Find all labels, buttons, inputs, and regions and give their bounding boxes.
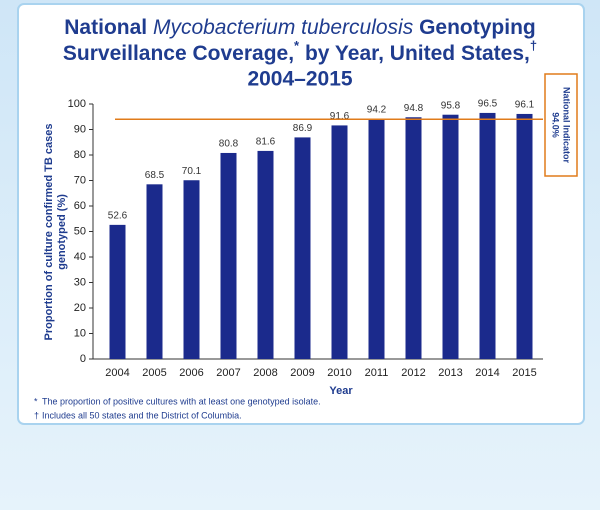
x-tick-label: 2011 <box>365 367 389 379</box>
y-axis-label-line: Proportion of culture confirmed TB cases <box>43 124 55 341</box>
y-tick-label: 100 <box>68 98 86 110</box>
y-axis-label: Proportion of culture confirmed TB cases… <box>43 124 68 341</box>
reference-box <box>544 73 578 177</box>
y-tick-label: 50 <box>74 225 86 237</box>
title-line: National Mycobacterium tuberculosis Geno… <box>64 16 535 39</box>
footnote-symbol: † <box>34 410 39 420</box>
y-tick-label: 70 <box>74 174 86 186</box>
footnotes: * The proportion of positive cultures wi… <box>34 396 321 420</box>
data-label: 96.5 <box>478 99 498 110</box>
bar <box>146 184 163 359</box>
title-part: † <box>530 38 537 53</box>
data-label: 80.8 <box>219 139 239 150</box>
title-part: by Year, United States, <box>305 42 530 65</box>
y-tick-label: 60 <box>74 200 86 212</box>
data-label: 52.6 <box>108 211 128 222</box>
data-label: 96.1 <box>515 100 535 111</box>
x-tick-label: 2008 <box>253 367 277 379</box>
bar <box>183 180 200 359</box>
y-tick-label: 40 <box>74 251 86 263</box>
footnote: Includes all 50 states and the District … <box>42 410 242 420</box>
data-label: 68.5 <box>145 170 165 181</box>
data-label: 91.6 <box>330 111 350 122</box>
title-part: National <box>64 16 147 39</box>
data-label: 94.8 <box>404 103 424 114</box>
bar <box>405 117 422 359</box>
x-tick-label: 2012 <box>401 367 425 379</box>
bar <box>442 114 459 360</box>
x-tick-label: 2013 <box>438 367 462 379</box>
bar <box>109 224 126 359</box>
data-label: 95.8 <box>441 100 461 111</box>
x-tick-label: 2009 <box>290 367 314 379</box>
x-tick-label: 2005 <box>142 367 166 379</box>
title-part: * <box>294 38 300 53</box>
bar <box>220 152 237 359</box>
x-tick-label: 2015 <box>512 367 536 379</box>
y-tick-label: 90 <box>74 123 86 135</box>
footnote: The proportion of positive cultures with… <box>42 396 321 406</box>
reference-label-text: National Indicator <box>562 87 572 164</box>
x-tick-label: 2004 <box>105 367 129 379</box>
y-tick-label: 0 <box>80 353 86 365</box>
x-tick-label: 2010 <box>327 367 351 379</box>
title-part: Genotyping <box>419 16 536 39</box>
data-label: 70.1 <box>182 166 202 177</box>
x-axis-label: Year <box>329 385 353 397</box>
title-line: Surveillance Coverage,* by Year, United … <box>63 35 537 65</box>
y-axis-label-line: genotyped (%) <box>56 194 68 270</box>
data-label: 81.6 <box>256 137 276 148</box>
x-tick-label: 2007 <box>216 367 240 379</box>
y-tick-label: 80 <box>74 149 86 161</box>
bar <box>479 112 496 359</box>
bar <box>331 125 348 359</box>
footnote-symbol: * <box>34 396 38 406</box>
data-label: 86.9 <box>293 123 313 134</box>
y-tick-label: 30 <box>74 276 86 288</box>
chart-title: National Mycobacterium tuberculosis Geno… <box>63 16 537 91</box>
title-line: 2004–2015 <box>247 68 352 91</box>
bar <box>294 137 311 359</box>
title-part: Mycobacterium tuberculosis <box>153 16 414 39</box>
reference-value-label: 94.0% <box>551 112 561 138</box>
bar <box>368 118 385 359</box>
x-tick-label: 2006 <box>179 367 203 379</box>
title-part: Surveillance Coverage, <box>63 42 294 65</box>
y-tick-label: 10 <box>74 327 86 339</box>
bar <box>257 150 274 359</box>
data-label: 94.2 <box>367 104 387 115</box>
x-tick-label: 2014 <box>475 367 499 379</box>
y-tick-label: 20 <box>74 302 86 314</box>
bar <box>516 113 533 359</box>
